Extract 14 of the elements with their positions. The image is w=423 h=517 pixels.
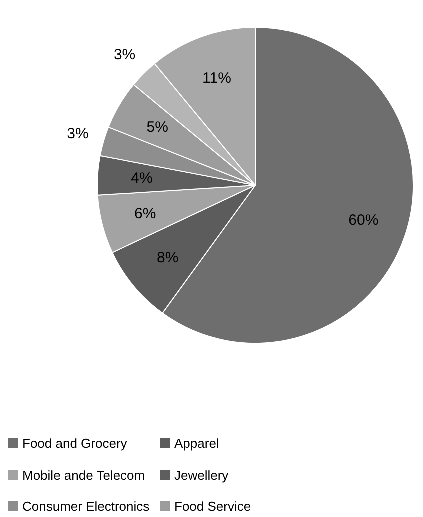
legend-label: Mobile ande Telecom	[22, 468, 146, 483]
data-label: 5%	[146, 119, 168, 136]
legend-label: Food and Grocery	[22, 436, 128, 451]
data-label: 3%	[114, 46, 136, 64]
data-label: 6%	[134, 205, 156, 222]
data-label: 11%	[202, 70, 232, 87]
data-label: 3%	[67, 125, 89, 142]
data-label: 4%	[131, 170, 153, 187]
data-label: 8%	[157, 250, 179, 267]
legend-label: Jewellery	[174, 468, 230, 483]
legend-label: Apparel	[174, 436, 220, 451]
legend-label: Food Service	[174, 499, 252, 514]
legend-label: Consumer Electronics	[22, 499, 150, 514]
data-label: 60%	[348, 212, 379, 230]
